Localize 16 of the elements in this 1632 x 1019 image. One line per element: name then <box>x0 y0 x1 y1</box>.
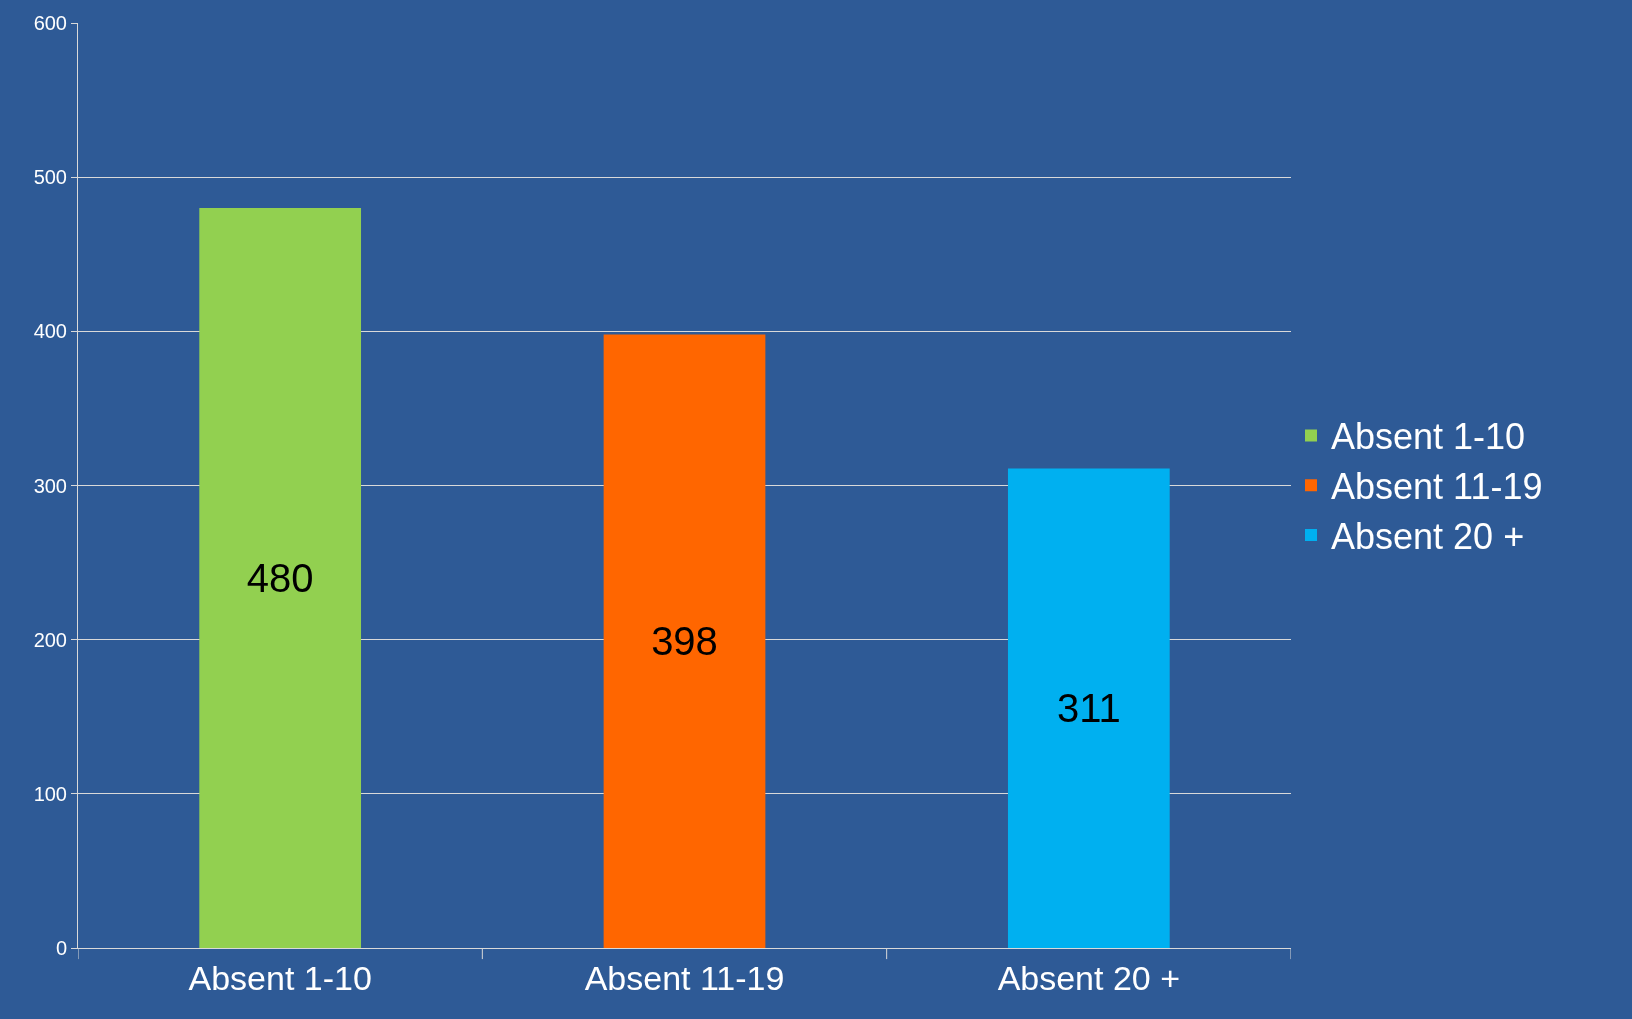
y-tick-label: 600 <box>33 12 67 34</box>
y-tick-label: 400 <box>33 320 67 343</box>
legend-label: Absent 20 + <box>1331 516 1525 558</box>
y-tick-label: 500 <box>33 166 67 189</box>
data-label: 311 <box>1056 686 1121 731</box>
y-tick-label: 100 <box>33 782 67 805</box>
x-tick-label: Absent 20 + <box>997 958 1181 997</box>
y-tick-label: 200 <box>33 628 67 651</box>
y-tick-label: 0 <box>55 937 67 959</box>
data-label: 398 <box>651 619 718 664</box>
x-tick-label: Absent 1-10 <box>188 958 372 997</box>
legend-label: Absent 1-10 <box>1331 416 1526 458</box>
data-label: 480 <box>246 556 314 600</box>
x-tick-label: Absent 11-19 <box>584 958 785 997</box>
y-tick-label: 300 <box>33 474 67 497</box>
legend-label: Absent 11-19 <box>1331 466 1543 508</box>
